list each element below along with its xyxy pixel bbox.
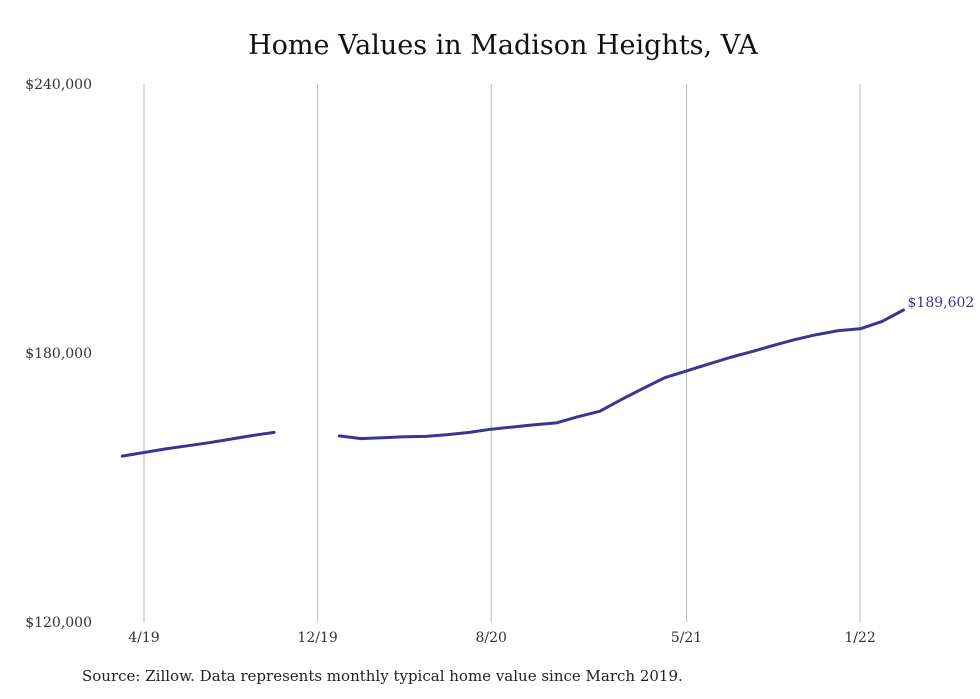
data-point xyxy=(728,356,731,359)
x-tick-label: 1/22 xyxy=(844,630,875,646)
data-point xyxy=(577,415,580,418)
data-point xyxy=(642,387,645,390)
data-point xyxy=(143,451,146,454)
data-point xyxy=(902,309,905,312)
data-point xyxy=(750,350,753,353)
data-point xyxy=(772,344,775,347)
data-point xyxy=(273,431,276,434)
data-point xyxy=(425,435,428,438)
x-tick-label: 8/20 xyxy=(475,630,506,646)
data-point xyxy=(837,329,840,332)
data-point xyxy=(186,444,189,447)
data-point xyxy=(251,434,254,437)
data-point xyxy=(663,376,666,379)
data-point xyxy=(598,410,601,413)
data-point xyxy=(815,333,818,336)
x-tick-label: 5/21 xyxy=(671,630,702,646)
data-point xyxy=(360,437,363,440)
data-point xyxy=(338,434,341,437)
series-line-segment-1 xyxy=(337,308,905,441)
data-point xyxy=(707,363,710,366)
data-point xyxy=(208,441,211,444)
data-point xyxy=(620,398,623,401)
data-point xyxy=(468,431,471,434)
chart-title: Home Values in Madison Heights, VA xyxy=(248,30,758,61)
x-tick-label: 4/19 xyxy=(128,630,159,646)
annotations: $189,602 xyxy=(908,295,975,311)
data-point xyxy=(164,447,167,450)
data-point xyxy=(880,320,883,323)
data-point xyxy=(685,369,688,372)
x-tick-label: 12/19 xyxy=(297,630,337,646)
series-line-segment-0 xyxy=(120,430,276,458)
data-point xyxy=(403,435,406,438)
source-note: Source: Zillow. Data represents monthly … xyxy=(82,667,683,685)
data-point xyxy=(511,426,514,429)
y-tick-label: $240,000 xyxy=(25,77,92,93)
data-point xyxy=(381,436,384,439)
data-point xyxy=(533,423,536,426)
data-point xyxy=(121,455,124,458)
data-point xyxy=(446,433,449,436)
data-point xyxy=(229,438,232,441)
data-point xyxy=(794,338,797,341)
end-value-label: $189,602 xyxy=(908,295,975,311)
y-tick-label: $180,000 xyxy=(25,346,92,362)
data-point xyxy=(859,327,862,330)
grid-lines xyxy=(143,84,861,622)
x-axis-ticks: 4/19 12/19 8/20 5/21 1/22 xyxy=(128,630,876,646)
series-layer xyxy=(120,308,905,458)
data-point xyxy=(490,428,493,431)
y-tick-label: $120,000 xyxy=(25,615,92,631)
y-axis-ticks: $120,000 $180,000 $240,000 xyxy=(25,77,92,631)
data-point xyxy=(555,421,558,424)
